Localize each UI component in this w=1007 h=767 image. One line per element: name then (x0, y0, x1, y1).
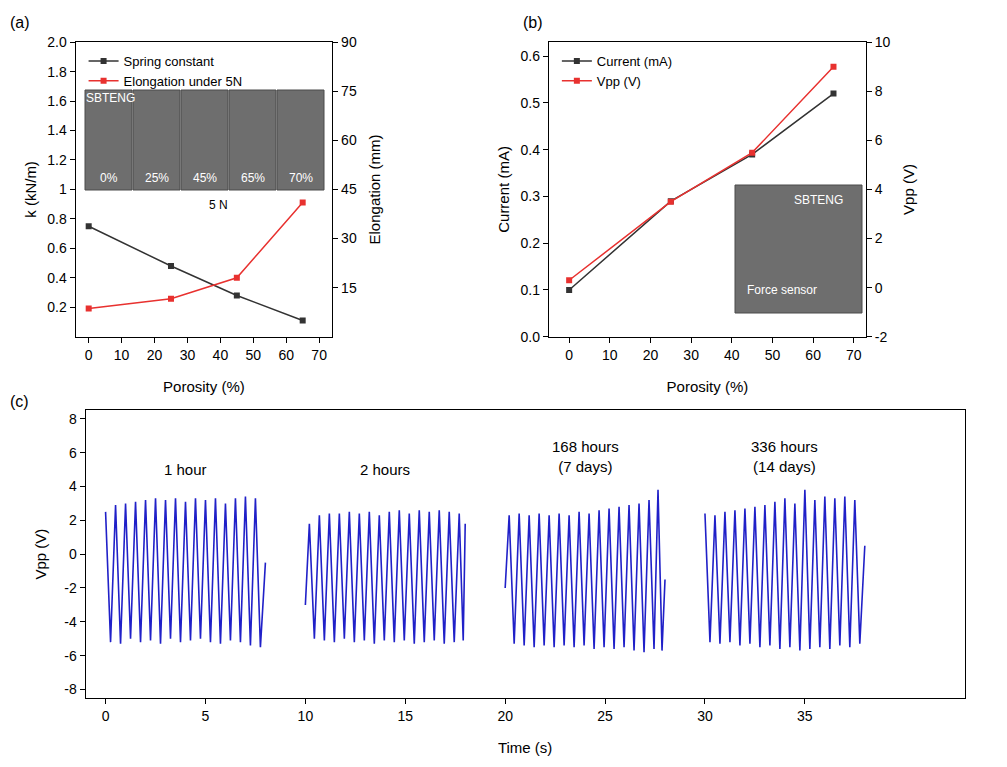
svg-text:35: 35 (797, 708, 813, 724)
svg-text:0: 0 (69, 546, 77, 562)
svg-text:(b): (b) (523, 14, 543, 31)
svg-text:5 N: 5 N (209, 198, 228, 212)
svg-text:SBTENG: SBTENG (86, 91, 135, 105)
svg-text:4: 4 (69, 478, 77, 494)
svg-text:40: 40 (724, 347, 740, 363)
svg-text:1.8: 1.8 (47, 64, 67, 80)
svg-text:-2: -2 (875, 329, 888, 345)
svg-text:-4: -4 (64, 614, 77, 630)
svg-text:2 hours: 2 hours (360, 461, 410, 478)
svg-text:20: 20 (643, 347, 659, 363)
svg-text:40: 40 (213, 347, 229, 363)
svg-text:60: 60 (278, 347, 294, 363)
svg-text:65%: 65% (241, 171, 265, 185)
svg-text:2: 2 (69, 512, 77, 528)
svg-text:1.4: 1.4 (47, 122, 67, 138)
svg-text:15: 15 (397, 708, 413, 724)
svg-text:-8: -8 (64, 681, 77, 697)
svg-text:1.2: 1.2 (47, 152, 67, 168)
svg-text:75: 75 (341, 83, 357, 99)
svg-text:0.8: 0.8 (47, 211, 67, 227)
svg-text:30: 30 (180, 347, 196, 363)
svg-text:0%: 0% (100, 171, 118, 185)
svg-text:-6: -6 (64, 648, 77, 664)
svg-text:1 hour: 1 hour (164, 461, 207, 478)
svg-text:Vpp (V): Vpp (V) (900, 164, 917, 215)
svg-text:10: 10 (114, 347, 130, 363)
svg-text:Vpp (V): Vpp (V) (32, 529, 49, 580)
svg-text:Vpp (V): Vpp (V) (597, 74, 641, 89)
svg-text:2: 2 (875, 230, 883, 246)
svg-text:20: 20 (147, 347, 163, 363)
svg-text:10: 10 (875, 34, 891, 50)
svg-text:60: 60 (341, 132, 357, 148)
svg-text:15: 15 (341, 280, 357, 296)
svg-text:Current (mA): Current (mA) (495, 146, 512, 233)
svg-text:(a): (a) (10, 14, 30, 31)
svg-text:30: 30 (683, 347, 699, 363)
svg-text:1.6: 1.6 (47, 93, 67, 109)
svg-text:25: 25 (597, 708, 613, 724)
svg-text:Porosity (%): Porosity (%) (667, 378, 749, 395)
svg-text:6: 6 (875, 132, 883, 148)
svg-text:20: 20 (497, 708, 513, 724)
svg-text:Elongation under 5N: Elongation under 5N (124, 74, 243, 89)
svg-text:0.2: 0.2 (47, 299, 67, 315)
svg-text:6: 6 (69, 445, 77, 461)
svg-text:70%: 70% (289, 171, 313, 185)
svg-text:5: 5 (202, 708, 210, 724)
svg-text:0.0: 0.0 (521, 329, 541, 345)
svg-text:8: 8 (875, 83, 883, 99)
svg-text:Spring constant: Spring constant (124, 54, 215, 69)
svg-text:(c): (c) (10, 393, 29, 410)
svg-text:0.6: 0.6 (521, 48, 541, 64)
svg-text:0.1: 0.1 (521, 282, 541, 298)
svg-text:0: 0 (565, 347, 573, 363)
svg-text:0.2: 0.2 (521, 235, 541, 251)
svg-text:45: 45 (341, 181, 357, 197)
svg-text:70: 70 (846, 347, 862, 363)
svg-text:1: 1 (59, 181, 67, 197)
svg-text:0: 0 (85, 347, 93, 363)
svg-text:0: 0 (875, 280, 883, 296)
svg-text:10: 10 (298, 708, 314, 724)
svg-text:90: 90 (341, 34, 357, 50)
svg-text:Current (mA): Current (mA) (597, 54, 672, 69)
svg-text:4: 4 (875, 181, 883, 197)
svg-text:8: 8 (69, 411, 77, 427)
svg-text:0.3: 0.3 (521, 188, 541, 204)
svg-text:2.0: 2.0 (47, 34, 67, 50)
svg-text:Force sensor: Force sensor (747, 283, 817, 297)
svg-text:k (kN/m): k (kN/m) (22, 161, 39, 218)
svg-text:45%: 45% (193, 171, 217, 185)
svg-text:168 hours(7 days): 168 hours(7 days) (552, 438, 619, 475)
svg-text:Time (s): Time (s) (498, 739, 552, 756)
svg-text:0.6: 0.6 (47, 240, 67, 256)
svg-text:0.4: 0.4 (521, 142, 541, 158)
svg-text:0: 0 (102, 708, 110, 724)
svg-text:Porosity (%): Porosity (%) (163, 378, 245, 395)
svg-text:25%: 25% (145, 171, 169, 185)
svg-text:50: 50 (246, 347, 262, 363)
svg-text:0.5: 0.5 (521, 95, 541, 111)
svg-text:-2: -2 (64, 580, 77, 596)
svg-text:60: 60 (805, 347, 821, 363)
svg-text:Elongation (mm): Elongation (mm) (366, 134, 383, 244)
svg-text:336 hours(14 days): 336 hours(14 days) (751, 438, 818, 475)
svg-text:SBTENG: SBTENG (794, 193, 843, 207)
svg-text:50: 50 (765, 347, 781, 363)
svg-text:30: 30 (697, 708, 713, 724)
svg-text:0.4: 0.4 (47, 270, 67, 286)
svg-text:70: 70 (311, 347, 327, 363)
svg-text:30: 30 (341, 230, 357, 246)
svg-text:10: 10 (602, 347, 618, 363)
